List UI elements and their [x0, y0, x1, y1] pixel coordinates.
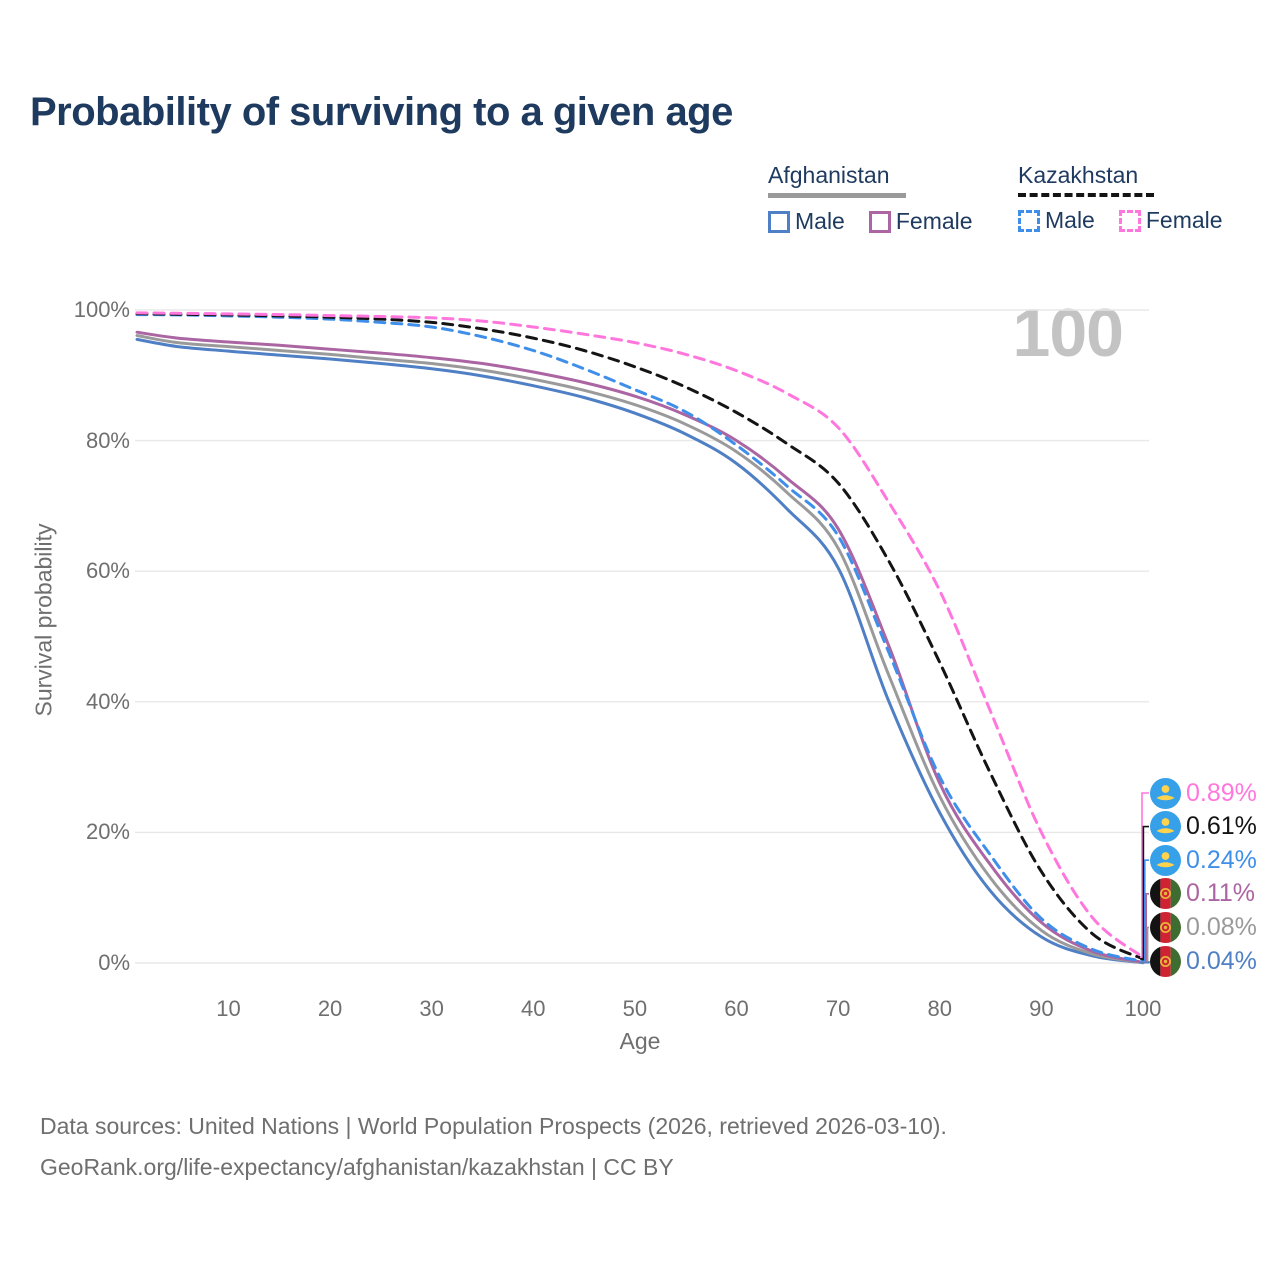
x-axis-label: Age [619, 1028, 661, 1054]
afghanistan-flag-icon [1150, 911, 1181, 943]
line-afghanistan-total[interactable] [135, 334, 1145, 964]
line-afghanistan-male[interactable] [135, 337, 1145, 965]
y-tick-60: 60% [85, 558, 130, 584]
y-tick-20: 20% [85, 819, 130, 845]
afghanistan-flag-icon [1150, 945, 1181, 977]
label-connector-afghanistan-male [1140, 961, 1150, 964]
end-label-afghanistan-male[interactable]: 0.04% [1150, 945, 1257, 977]
line-kazakhstan-total[interactable] [135, 312, 1145, 961]
x-tick-30: 30 [419, 996, 444, 1021]
kazakhstan-flag-icon [1150, 844, 1181, 876]
x-tick-50: 50 [622, 996, 648, 1021]
end-label-kazakhstan-female[interactable]: 0.89% [1150, 777, 1257, 809]
end-label-afghanistan-female[interactable]: 0.11% [1150, 878, 1256, 910]
label-connector-kazakhstan-total [1140, 825, 1149, 960]
age-counter-watermark: 100 [1012, 295, 1124, 371]
legend-label-kazakhstan-female[interactable]: Female [1145, 207, 1223, 233]
legend-swatch-afghanistan-male[interactable] [768, 210, 790, 233]
footer: Data sources: United Nations | World Pop… [40, 1106, 947, 1188]
line-afghanistan-female[interactable] [135, 330, 1145, 964]
data-sources-text: Data sources: United Nations | World Pop… [40, 1113, 947, 1139]
legend-label-afghanistan-female[interactable]: Female [895, 208, 973, 234]
end-label-kazakhstan-male[interactable]: 0.24% [1150, 844, 1257, 876]
label-connector-kazakhstan-male [1140, 859, 1149, 963]
end-label-value: 0.08% [1186, 912, 1257, 941]
afghanistan-flag-icon [1150, 878, 1181, 910]
x-tick-70: 70 [825, 996, 851, 1021]
x-tick-100: 100 [1124, 996, 1162, 1021]
x-tick-40: 40 [521, 996, 546, 1021]
legend-swatch-kazakhstan-female[interactable] [1118, 209, 1141, 232]
kazakhstan-flag-icon [1150, 777, 1181, 809]
legend-label-kazakhstan-male[interactable]: Male [1045, 207, 1095, 233]
line-kazakhstan-male[interactable] [135, 313, 1145, 963]
y-axis-label: Survival probability [30, 523, 57, 717]
end-label-value: 0.04% [1186, 946, 1257, 975]
line-kazakhstan-female[interactable] [135, 311, 1145, 959]
y-tick-40: 40% [85, 688, 130, 714]
y-tick-0: 0% [98, 950, 130, 975]
legend-header-afghanistan[interactable]: Afghanistan [768, 162, 890, 188]
legend-label-afghanistan-male[interactable]: Male [795, 208, 845, 234]
legend-swatch-kazakhstan-male[interactable] [1018, 209, 1040, 232]
legend-underline-afghanistan [768, 193, 906, 198]
x-tick-20: 20 [317, 996, 343, 1021]
legend-swatch-afghanistan-female[interactable] [868, 210, 891, 233]
y-tick-100: 100% [73, 297, 130, 322]
end-label-kazakhstan-total[interactable]: 0.61% [1150, 811, 1257, 843]
end-label-value: 0.61% [1186, 812, 1257, 841]
end-label-value: 0.24% [1186, 845, 1257, 874]
y-tick-80: 80% [85, 427, 130, 453]
source-url-text: GeoRank.org/life-expectancy/afghanistan/… [40, 1154, 674, 1180]
end-label-value: 0.89% [1186, 778, 1257, 807]
legend-group-afghanistan: Afghanistan Male Female [768, 162, 973, 235]
x-tick-60: 60 [724, 996, 749, 1021]
legend-group-kazakhstan: Kazakhstan Male Female [1018, 162, 1223, 234]
x-tick-80: 80 [927, 996, 952, 1021]
page-title: Probability of surviving to a given age [30, 90, 733, 134]
legend-header-kazakhstan[interactable]: Kazakhstan [1018, 162, 1139, 188]
kazakhstan-flag-icon [1150, 811, 1181, 843]
x-tick-10: 10 [216, 996, 241, 1021]
label-connector-kazakhstan-female [1140, 792, 1149, 958]
end-label-afghanistan-total[interactable]: 0.08% [1150, 911, 1257, 943]
x-tick-90: 90 [1029, 996, 1054, 1021]
end-label-value: 0.11% [1186, 879, 1256, 908]
legend-underline-kazakhstan [1018, 193, 1154, 197]
